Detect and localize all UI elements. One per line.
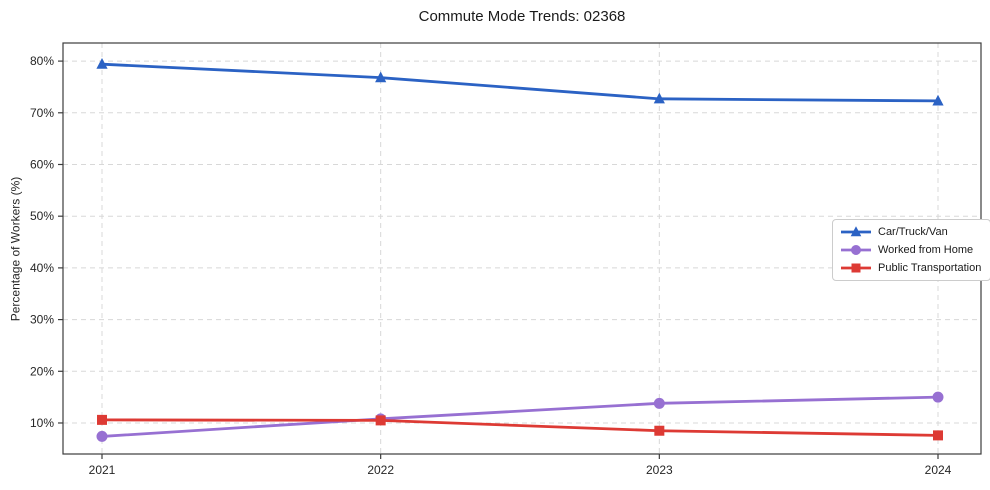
legend-item-worked-from-home: Worked from Home <box>840 243 981 257</box>
x-tick-label: 2021 <box>89 463 116 477</box>
legend-label: Worked from Home <box>878 244 974 256</box>
legend-item-public-transportation: Public Transportation <box>840 261 981 275</box>
y-tick-label: 70% <box>30 106 54 120</box>
data-point-triangle <box>932 94 944 106</box>
legend-triangle-marker-icon <box>840 225 872 239</box>
data-point-triangle <box>375 71 387 83</box>
y-tick-label: 50% <box>30 209 54 223</box>
x-tick-label: 2024 <box>925 463 952 477</box>
series-line-1 <box>100 395 940 438</box>
y-tick-label: 20% <box>30 364 54 378</box>
y-tick-label: 10% <box>30 416 54 430</box>
data-point-square <box>933 430 943 441</box>
y-tick-label: 40% <box>30 261 54 275</box>
y-tick-label: 30% <box>30 313 54 327</box>
data-point-square <box>375 415 386 426</box>
data-point-circle <box>96 430 108 442</box>
legend-triangle-icon <box>841 226 871 237</box>
legend-square-icon <box>841 263 871 273</box>
data-point-circle <box>932 391 944 403</box>
data-point-triangle <box>96 57 108 69</box>
series-line-2 <box>100 418 940 437</box>
series-line-0 <box>100 62 940 103</box>
legend: Car/Truck/Van Worked from Home Public Tr… <box>832 219 990 281</box>
legend-label: Public Transportation <box>878 262 982 274</box>
data-point-triangle <box>653 92 665 104</box>
y-tick-label: 60% <box>30 157 54 171</box>
legend-circle-marker-icon <box>840 243 872 257</box>
y-tick-label: 80% <box>30 54 54 68</box>
x-tick-label: 2023 <box>646 463 673 477</box>
data-point-square <box>97 414 107 425</box>
x-tick-label: 2022 <box>367 463 394 477</box>
legend-circle-icon <box>841 245 871 255</box>
legend-label: Car/Truck/Van <box>878 226 948 238</box>
data-point-circle <box>653 397 665 409</box>
legend-item-car-truck-van: Car/Truck/Van <box>840 225 981 239</box>
data-point-square <box>654 425 665 436</box>
chart-title: Commute Mode Trends: 02368 <box>418 8 626 25</box>
legend-square-marker-icon <box>840 261 872 275</box>
